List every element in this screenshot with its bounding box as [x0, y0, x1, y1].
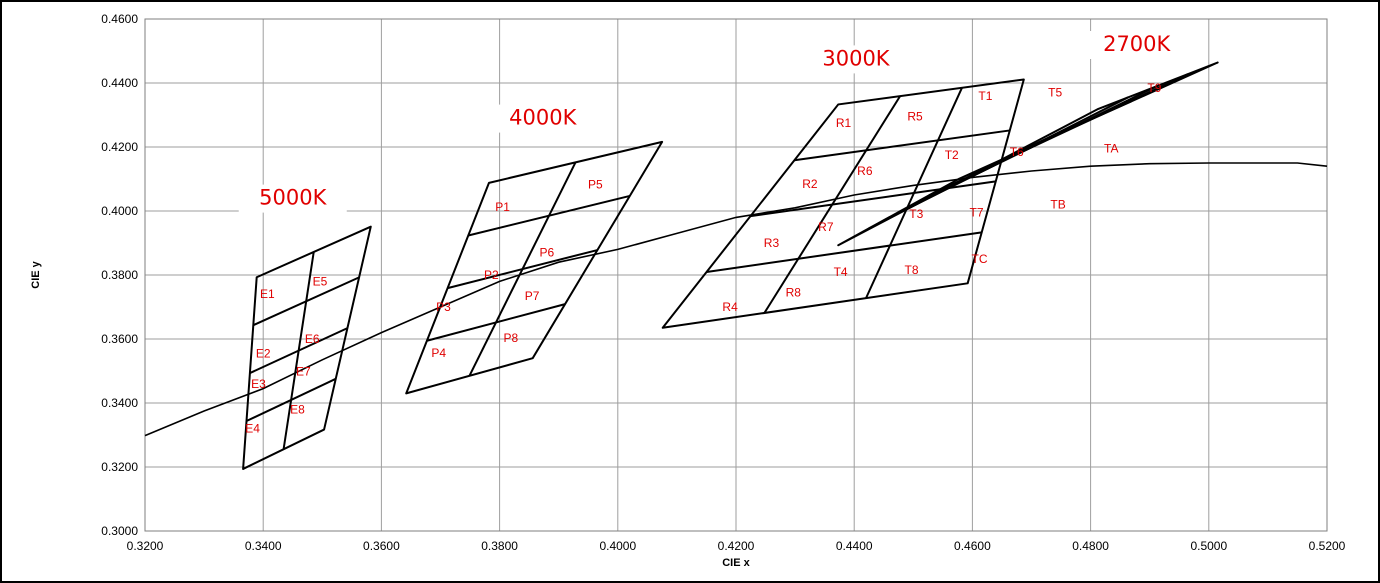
bin-label-t8: T8: [905, 263, 919, 277]
bin-label-t6: T6: [1010, 145, 1024, 159]
bin-label-r6: R6: [857, 164, 873, 178]
bin-label-t5: T5: [1048, 86, 1062, 100]
bin-divider-5000k: [249, 327, 348, 374]
cct-label-5000k: 5000K: [259, 186, 327, 210]
plot-area-border: [144, 18, 1328, 532]
x-axis-label: CIE x: [722, 557, 750, 569]
bin-label-r5: R5: [907, 110, 923, 124]
bin-label-e3: E3: [251, 377, 266, 391]
y-tick-label: 0.3200: [101, 460, 138, 474]
bin-label-tb: TB: [1050, 198, 1065, 212]
bin-label-e5: E5: [313, 274, 328, 288]
y-tick-label: 0.3800: [101, 268, 138, 282]
y-tick-label: 0.4400: [101, 76, 138, 90]
bin-label-t9: T9: [1147, 81, 1161, 95]
bin-quadrangle-4000k: [405, 140, 664, 395]
bin-label-p5: P5: [588, 177, 603, 191]
bin-divider-5000k: [252, 276, 360, 327]
x-tick-label: 0.4000: [599, 539, 636, 553]
x-tick-label: 0.3600: [363, 539, 400, 553]
bin-label-r7: R7: [818, 220, 834, 234]
bin-label-e7: E7: [296, 365, 311, 379]
bin-label-r3: R3: [764, 236, 780, 250]
bin-label-t1: T1: [978, 89, 992, 103]
cct-label-background: [488, 104, 597, 133]
y-tick-label: 0.3600: [101, 332, 138, 346]
bin-label-p3: P3: [436, 300, 451, 314]
x-tick-label: 0.5000: [1190, 539, 1227, 553]
bin-divider-4000k: [447, 249, 598, 290]
bin-label-e8: E8: [290, 402, 305, 416]
bin-label-e4: E4: [245, 422, 260, 436]
cct-label-3000k: 3000K: [822, 46, 890, 70]
bin-label-ta: TA: [1104, 142, 1118, 156]
bin-divider-5000k: [246, 377, 337, 422]
x-tick-label: 0.3400: [245, 539, 282, 553]
bin-label-p2: P2: [484, 268, 499, 282]
bin-divider-4000k: [468, 194, 631, 237]
cct-label-background: [801, 45, 910, 74]
bin-label-p7: P7: [525, 289, 540, 303]
bin-divider-3000k: [750, 180, 996, 218]
bin-label-tc: TC: [971, 252, 987, 266]
x-tick-label: 0.3800: [481, 539, 518, 553]
cct-label-2700k: 2700K: [1103, 32, 1171, 56]
x-tick-label: 0.4400: [836, 539, 873, 553]
bin-label-e6: E6: [305, 332, 320, 346]
x-tick-label: 0.5200: [1309, 539, 1346, 553]
y-axis-label: CIE y: [30, 260, 42, 288]
cct-label-background: [1082, 31, 1191, 59]
y-tick-label: 0.4600: [101, 12, 138, 26]
bin-divider-4000k: [426, 303, 566, 342]
y-tick-label: 0.4000: [101, 204, 138, 218]
bin-label-e2: E2: [256, 346, 271, 360]
x-tick-label: 0.4800: [1072, 539, 1109, 553]
bin-label-r1: R1: [836, 116, 852, 130]
y-tick-label: 0.3000: [101, 524, 138, 538]
bin-label-e1: E1: [260, 287, 275, 301]
x-tick-label: 0.4600: [954, 539, 991, 553]
bin-label-t2: T2: [945, 148, 959, 162]
bin-label-p8: P8: [503, 331, 518, 345]
bin-divider-2700k: [868, 96, 1129, 230]
bin-quadrangle-5000k: [242, 225, 372, 470]
x-tick-label: 0.4200: [718, 539, 755, 553]
cct-label-4000k: 4000K: [509, 106, 577, 130]
y-tick-label: 0.4200: [101, 140, 138, 154]
bin-label-r4: R4: [722, 300, 738, 314]
bin-label-t4: T4: [834, 265, 848, 279]
bin-divider-3000k: [706, 231, 982, 273]
bin-label-t7: T7: [970, 206, 984, 220]
cct-label-background: [238, 184, 347, 213]
bin-label-r8: R8: [786, 286, 802, 300]
bin-divider-3000k: [794, 129, 1010, 162]
bin-label-r2: R2: [802, 177, 818, 191]
bin-label-p1: P1: [495, 200, 510, 214]
bin-label-p6: P6: [540, 246, 555, 260]
y-tick-label: 0.3400: [101, 396, 138, 410]
bin-label-t3: T3: [909, 207, 923, 221]
bin-label-p4: P4: [431, 346, 446, 360]
x-tick-label: 0.3200: [127, 539, 164, 553]
